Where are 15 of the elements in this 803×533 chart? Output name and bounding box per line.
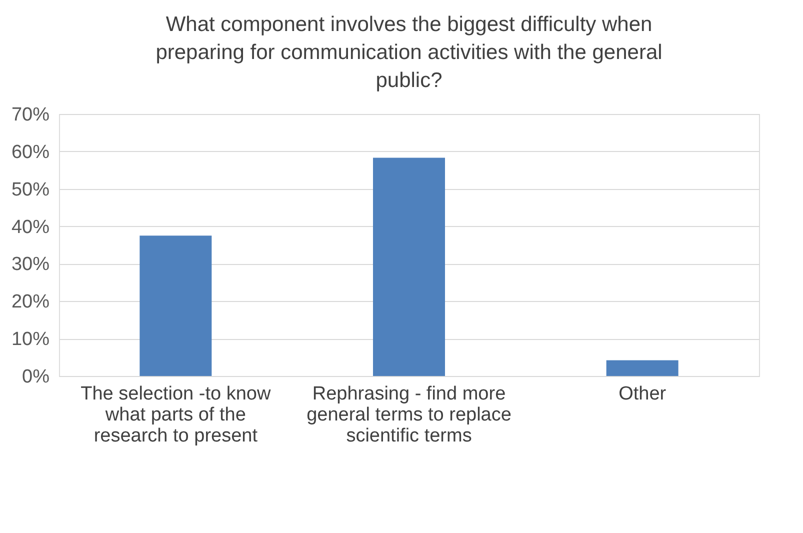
y-tick-label: 70% [11, 104, 50, 126]
bar [140, 236, 212, 376]
y-tick-label: 60% [11, 142, 50, 163]
bar [606, 360, 678, 376]
y-tick-label: 20% [11, 292, 50, 313]
y-tick-label: 30% [11, 254, 50, 276]
y-tick-label: 0% [22, 366, 50, 388]
bar [373, 158, 445, 376]
y-tick-label: 40% [11, 216, 50, 238]
chart-title: What component involves the biggest difficulty when preparing for communication activities with the general public? [156, 13, 662, 92]
x-tick-label: Rephrasing - find more general terms to replace scientific terms [306, 384, 512, 446]
y-tick-label: 50% [11, 179, 50, 200]
y-tick-label: 10% [11, 329, 50, 350]
x-tick-label: Other [618, 384, 667, 404]
x-tick-label: The selection -to know what parts of the research to present [80, 384, 271, 446]
